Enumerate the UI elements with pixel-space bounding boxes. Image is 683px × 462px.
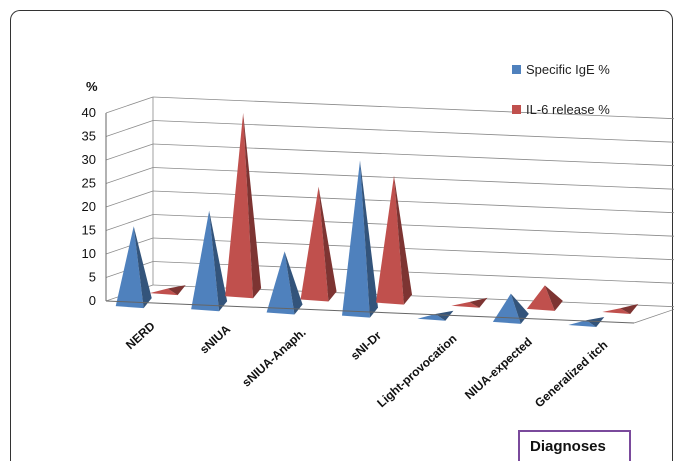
cone-face-front <box>526 285 555 311</box>
bar-ige-5 <box>492 293 529 324</box>
gridline <box>152 120 674 143</box>
bar-il6-5 <box>526 285 563 311</box>
x-tick-label: sNIUA-Anaph. <box>239 325 308 389</box>
cone-face-side <box>469 297 488 308</box>
cone-face-front <box>451 301 480 308</box>
bar-il6-4 <box>451 297 488 308</box>
cone-face-front <box>191 210 220 312</box>
y-tick-label: 25 <box>82 176 96 191</box>
cone-face-side <box>360 160 378 318</box>
gridline-side <box>105 120 154 137</box>
legend-label-ige: Specific IgE % <box>526 62 610 77</box>
chart-frame: 0 5 10 15 20 25 30 35 40% NERD sNIUA sNIUA-Anaph. sN… <box>10 10 674 461</box>
gridline <box>152 143 674 167</box>
y-tick-label: 30 <box>82 152 96 167</box>
cone-face-side <box>586 317 605 328</box>
cone-face-side <box>510 293 529 324</box>
x-tick-label: sNI-Dr <box>348 328 384 363</box>
gridline <box>152 96 674 120</box>
y-tick-label: 0 <box>89 293 96 308</box>
x-tick-label: NERD <box>123 319 158 352</box>
cone-face-front <box>300 186 329 302</box>
cone-face-front <box>266 251 295 315</box>
bar-ige-0 <box>115 226 152 309</box>
x-tick-label: sNIUA <box>197 322 233 357</box>
y-tick-label: 40 <box>82 105 96 120</box>
cone-face-front <box>115 226 144 309</box>
cone-face-side <box>243 112 262 299</box>
cone-face-front <box>376 175 404 305</box>
x-axis-title-box: Diagnoses <box>518 430 631 461</box>
cone-face-front <box>342 160 370 318</box>
bar-il6-6 <box>602 304 639 315</box>
cone-face-side <box>394 175 412 305</box>
legend-label-il6: IL-6 release % <box>526 102 610 117</box>
y-tick-label: 20 <box>82 199 96 214</box>
bar-ige-2 <box>266 251 303 315</box>
bar-il6-0 <box>149 285 186 296</box>
legend-swatch-il6 <box>512 105 521 114</box>
chart-canvas: 0 5 10 15 20 25 30 35 40% NERD sNIUA sNIUA-Anaph. sN… <box>82 79 674 410</box>
cone-face-front <box>568 320 597 328</box>
bar-il6-3 <box>376 175 412 305</box>
gridline-side <box>105 190 154 208</box>
legend-item-il6: IL-6 release % <box>512 102 610 117</box>
x-axis-title: Diagnoses <box>530 438 606 455</box>
y-axis-unit: % <box>86 79 98 94</box>
gridline <box>152 214 674 237</box>
cone-face-side <box>318 186 337 302</box>
gridline-side <box>105 96 154 114</box>
cone-face-side <box>620 304 639 315</box>
gridline-side <box>105 167 154 184</box>
cone-face-front <box>225 112 254 299</box>
cone-face-side <box>209 210 228 312</box>
cone-face-front <box>417 314 446 321</box>
x-tick-label: Light-provocation <box>374 331 459 410</box>
cone-face-front <box>492 293 521 324</box>
y-tick-label: 5 <box>89 270 96 285</box>
x-tick-label: NIUA-expected <box>462 335 535 403</box>
bar-ige-1 <box>191 210 228 312</box>
y-tick-label: 35 <box>82 129 96 144</box>
gridline-side <box>105 214 154 231</box>
cone-face-side <box>133 226 152 309</box>
legend-item-ige: Specific IgE % <box>512 62 610 77</box>
bar-il6-1 <box>225 112 262 299</box>
cone-face-side <box>167 285 186 296</box>
cone-face-side <box>544 285 563 311</box>
bar-ige-6 <box>568 317 605 328</box>
y-tick-label: 15 <box>82 223 96 238</box>
cone-face-side <box>435 310 454 321</box>
legend-swatch-ige <box>512 65 521 74</box>
bar-il6-2 <box>300 186 337 302</box>
cone-face-side <box>284 251 303 315</box>
x-axis-line <box>105 300 635 324</box>
gridline-side <box>105 143 154 161</box>
cone-face-front <box>602 308 631 315</box>
gridline <box>152 167 674 190</box>
floor-right-edge <box>633 308 674 324</box>
bar-ige-4 <box>417 310 454 321</box>
gridline <box>152 190 674 214</box>
bar-ige-3 <box>342 160 378 318</box>
cone-face-front <box>149 288 178 296</box>
y-tick-label: 10 <box>82 246 96 261</box>
x-tick-label: Generalized itch <box>532 338 610 410</box>
